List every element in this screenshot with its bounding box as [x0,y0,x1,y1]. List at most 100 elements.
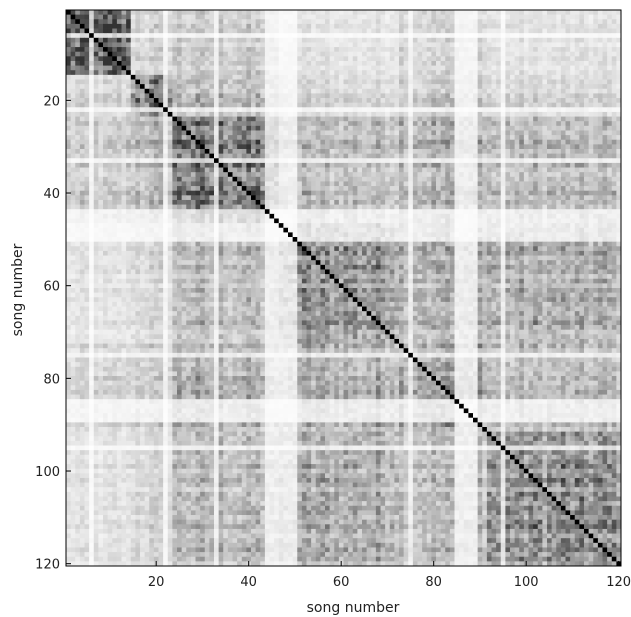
heatmap-cell [602,153,608,159]
heatmap-cell [237,84,243,90]
heatmap-cell [574,33,580,39]
heatmap-cell [357,102,363,108]
heatmap-cell [426,60,432,66]
heatmap-cell [588,79,594,85]
heatmap-cell [329,181,335,187]
heatmap-cell [297,121,303,127]
heatmap-cell [227,33,233,39]
heatmap-cell [103,19,109,25]
heatmap-cell [301,14,307,20]
heatmap-cell [135,125,141,131]
heatmap-cell [338,172,344,178]
heatmap-cell [510,10,516,16]
heatmap-cell [436,33,442,39]
heatmap-cell [135,167,141,173]
heatmap-cell [311,23,317,29]
heatmap-cell [260,172,266,178]
heatmap-cell [459,158,465,164]
heatmap-cell [584,88,590,94]
heatmap-cell [278,47,284,53]
heatmap-cell [84,23,90,29]
heatmap-cell [66,172,72,178]
heatmap-cell [232,149,238,155]
heatmap-cell [288,42,294,48]
heatmap-cell [135,139,141,145]
heatmap-cell [371,19,377,25]
heatmap-cell [158,172,164,178]
heatmap-cell [227,199,233,205]
heatmap-cell [588,10,594,16]
heatmap-cell [200,10,206,16]
heatmap-cell [491,130,497,136]
heatmap-cell [362,37,368,43]
heatmap-cell [177,93,183,99]
heatmap-cell [496,88,502,94]
heatmap-cell [431,98,437,104]
heatmap-cell [329,19,335,25]
heatmap-cell [477,144,483,150]
heatmap-cell [320,93,326,99]
heatmap-cell [570,42,576,48]
heatmap-cell [70,84,76,90]
heatmap-cell [98,88,104,94]
heatmap-cell [204,10,210,16]
heatmap-cell [338,60,344,66]
heatmap-cell [343,167,349,173]
heatmap-cell [565,158,571,164]
heatmap-cell [366,98,372,104]
heatmap-cell [144,135,150,141]
heatmap-cell [98,93,104,99]
heatmap-cell [93,42,99,48]
heatmap-cell [597,181,603,187]
heatmap-cell [186,149,192,155]
heatmap-cell [574,167,580,173]
heatmap-cell [89,111,95,117]
heatmap-cell [348,181,354,187]
heatmap-cell [107,14,113,20]
heatmap-cell [153,125,159,131]
heatmap-cell [135,65,141,71]
heatmap-cell [440,42,446,48]
heatmap-cell [362,19,368,25]
heatmap-cell [255,47,261,53]
heatmap-cell [186,33,192,39]
heatmap-cell [338,65,344,71]
heatmap-cell [375,167,381,173]
heatmap-cell [371,172,377,178]
heatmap-cell [459,70,465,76]
heatmap-cell [278,186,284,192]
heatmap-cell [135,70,141,76]
heatmap-cell [431,23,437,29]
heatmap-cell [385,19,391,25]
heatmap-cell [149,111,155,117]
heatmap-cell [292,111,298,117]
heatmap-cell [352,56,358,62]
heatmap-cell [445,88,451,94]
heatmap-cell [251,23,257,29]
heatmap-cell [422,60,428,66]
heatmap-cell [403,65,409,71]
heatmap-cell [214,74,220,80]
heatmap-cell [426,116,432,122]
heatmap-cell [116,102,122,108]
heatmap-cell [89,162,95,168]
heatmap-cell [496,14,502,20]
heatmap-cell [403,158,409,164]
heatmap-cell [468,186,474,192]
heatmap-cell [135,74,141,80]
heatmap-cell [408,199,414,205]
heatmap-cell [593,125,599,131]
heatmap-cell [167,60,173,66]
heatmap-cell [163,186,169,192]
heatmap-cell [607,125,613,131]
heatmap-cell [611,33,617,39]
heatmap-cell [232,37,238,43]
heatmap-cell [389,10,395,16]
heatmap-cell [107,65,113,71]
heatmap-cell [153,74,159,80]
heatmap-cell [325,65,331,71]
heatmap-cell [223,33,229,39]
heatmap-cell [510,181,516,187]
heatmap-cell [89,98,95,104]
heatmap-cell [218,111,224,117]
